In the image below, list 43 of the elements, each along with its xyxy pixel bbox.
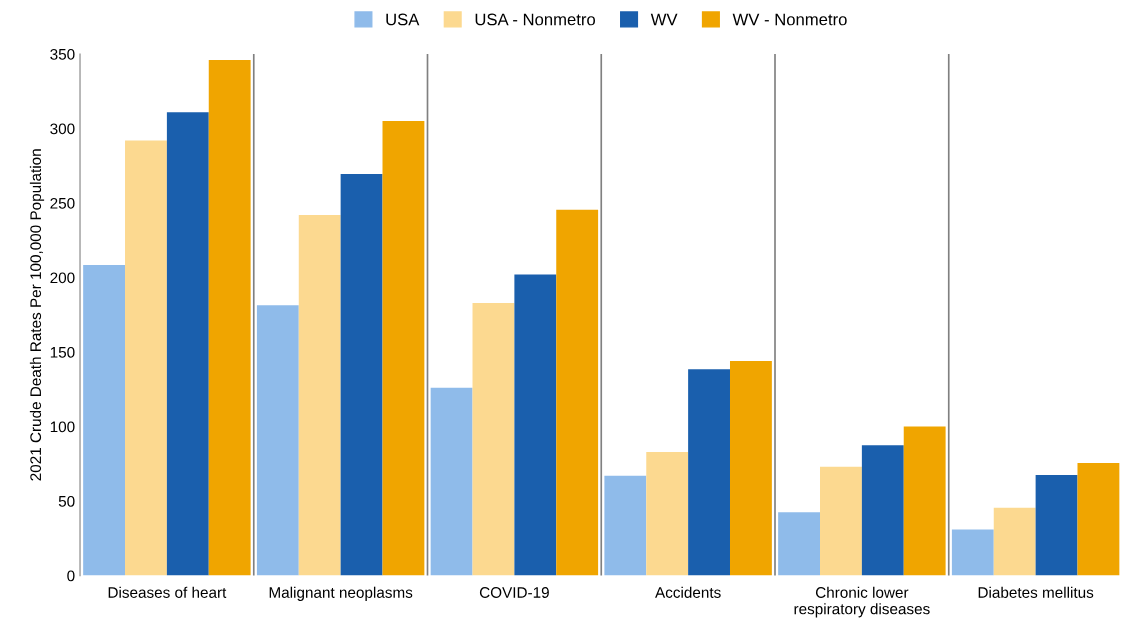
- y-axis-title: 2021 Crude Death Rates Per 100,000 Population: [29, 149, 45, 481]
- legend-label: USA: [386, 13, 420, 26]
- y-tick-label: 150: [50, 346, 75, 358]
- bar: [125, 140, 167, 576]
- bar: [903, 426, 946, 576]
- bar: [861, 445, 904, 576]
- x-tick-label: Accidents: [655, 586, 721, 598]
- bar: [820, 466, 862, 576]
- x-tick-label: Diabetes mellitus: [978, 586, 1094, 598]
- bar: [166, 112, 209, 576]
- y-tick-label: 0: [67, 570, 75, 582]
- bar: [430, 387, 473, 576]
- bar: [298, 214, 341, 576]
- bar: [256, 305, 299, 576]
- y-tick-label: 250: [50, 197, 75, 209]
- y-tick-label: 200: [50, 272, 75, 284]
- legend-label: USA - Nonmetro: [475, 13, 596, 26]
- bar: [340, 174, 383, 576]
- bar: [729, 361, 772, 576]
- y-tick-label: 300: [50, 123, 75, 135]
- bar: [83, 264, 126, 576]
- legend-label: WV - Nonmetro: [732, 13, 847, 26]
- bar: [993, 507, 1036, 576]
- y-tick-label: 50: [58, 495, 75, 507]
- bar: [951, 529, 994, 576]
- bar: [604, 475, 647, 576]
- legend-label: WV: [650, 13, 678, 26]
- bar: [688, 369, 730, 576]
- bar: [382, 121, 425, 576]
- bar: [646, 451, 689, 576]
- bar: [1035, 475, 1078, 576]
- bar: [208, 60, 251, 576]
- x-tick-label: Chronic lower respiratory diseases: [794, 586, 930, 618]
- y-tick-label: 100: [50, 421, 75, 433]
- x-tick-label: Malignant neoplasms: [269, 586, 413, 601]
- x-tick-label: COVID-19: [479, 587, 549, 598]
- y-tick-label: 350: [50, 48, 75, 60]
- bar: [514, 274, 557, 576]
- bar: [1077, 463, 1120, 576]
- bar: [778, 512, 821, 576]
- bar: [556, 209, 599, 576]
- bar: [472, 302, 515, 576]
- x-tick-label: Diseases of heart: [108, 586, 227, 598]
